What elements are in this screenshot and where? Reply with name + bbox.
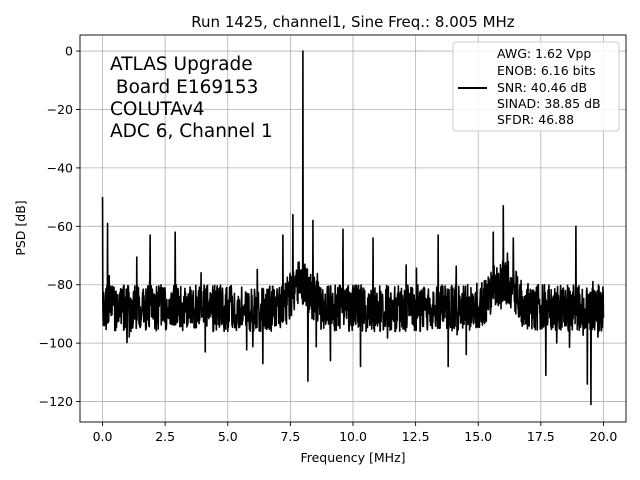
x-tick-label: 20.0: [590, 429, 618, 444]
legend-box: [452, 41, 620, 132]
x-tick-label: 10.0: [339, 429, 367, 444]
legend-sinad: SINAD: 38.85 dB: [497, 96, 601, 111]
annotation-line-2: Board E169153: [110, 77, 258, 98]
y-tick-label: −120: [39, 394, 73, 409]
annotation-block: ATLAS Upgrade Board E169153 COLUTAv4 ADC…: [110, 54, 273, 142]
x-tick-label: 15.0: [464, 429, 492, 444]
x-tick-label: 17.5: [527, 429, 555, 444]
annotation-line-4: ADC 6, Channel 1: [110, 121, 273, 142]
y-tick-label: −80: [47, 277, 73, 292]
x-tick-label: 5.0: [218, 429, 238, 444]
x-tick-label: 7.5: [280, 429, 300, 444]
psd-series-line: [101, 50, 605, 406]
y-tick-label: −20: [47, 102, 73, 117]
x-axis-label: Frequency [MHz]: [300, 450, 405, 465]
y-tick-label: 0: [65, 44, 73, 59]
plot-area: [101, 50, 605, 406]
chart-title: Run 1425, channel1, Sine Freq.: 8.005 MH…: [191, 13, 515, 31]
y-tick-label: −40: [47, 160, 73, 175]
x-tick-label: 2.5: [155, 429, 175, 444]
y-tick-label: −60: [47, 219, 73, 234]
y-axis-label: PSD [dB]: [13, 200, 28, 255]
annotation-line-1: ATLAS Upgrade: [110, 54, 253, 75]
x-tick-label: 0.0: [93, 429, 113, 444]
legend-snr: SNR: 40.46 dB: [497, 80, 587, 95]
legend-enob: ENOB: 6.16 bits: [497, 63, 595, 78]
y-axis-ticks: 0 −20 −40 −60 −80 −100 −120: [39, 44, 80, 409]
legend-sfdr: SFDR: 46.88: [497, 112, 574, 127]
x-tick-label: 12.5: [402, 429, 430, 444]
legend: AWG: 1.62 Vpp ENOB: 6.16 bits SNR: 40.46…: [452, 41, 620, 132]
x-axis-ticks: 0.0 2.5 5.0 7.5 10.0 12.5 15.0 17.5 20.0: [93, 422, 618, 444]
annotation-line-3: COLUTAv4: [110, 99, 205, 120]
legend-awg: AWG: 1.62 Vpp: [497, 46, 591, 61]
y-tick-label: −100: [39, 336, 73, 351]
